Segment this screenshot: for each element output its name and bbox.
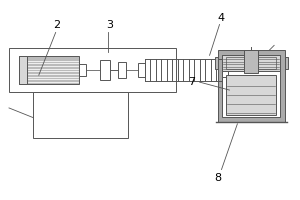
Bar xyxy=(79,64,86,76)
Text: 3: 3 xyxy=(106,20,113,30)
Bar xyxy=(221,63,229,77)
Bar xyxy=(100,60,110,80)
Bar xyxy=(223,55,280,117)
Bar xyxy=(19,56,79,84)
Bar xyxy=(214,57,218,69)
Bar xyxy=(19,56,27,84)
Bar xyxy=(118,62,126,78)
Bar xyxy=(9,48,176,92)
Bar xyxy=(226,57,276,69)
Bar xyxy=(138,63,145,77)
Text: 2: 2 xyxy=(53,20,60,30)
Bar xyxy=(33,92,128,138)
Text: 8: 8 xyxy=(214,173,221,183)
Bar xyxy=(226,75,276,115)
Bar xyxy=(223,55,280,71)
Bar xyxy=(244,50,258,73)
Text: 4: 4 xyxy=(217,13,224,23)
Bar xyxy=(218,50,285,122)
Bar xyxy=(285,57,288,69)
Text: 7: 7 xyxy=(188,77,195,87)
